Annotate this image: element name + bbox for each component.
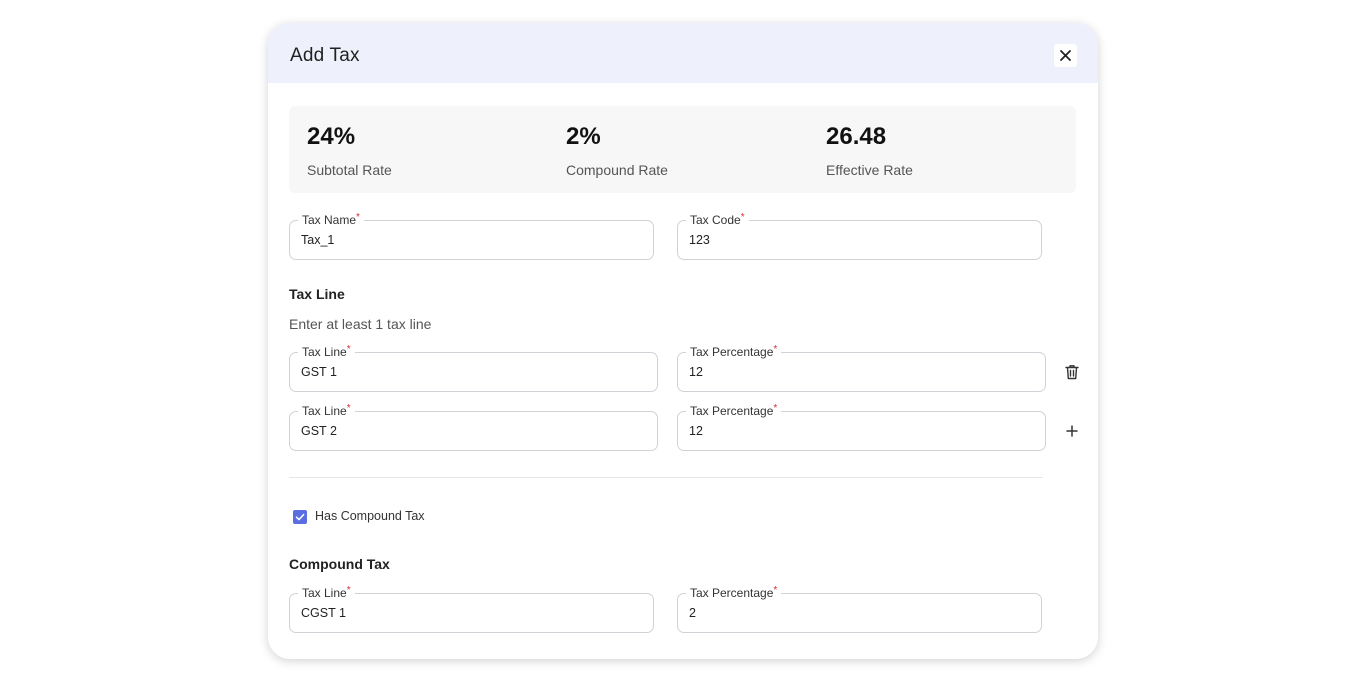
compound-rate-value: 2% [566, 123, 601, 150]
tax-code-field: Tax Code* [677, 212, 1042, 260]
compound-tax-line-label: Tax Line [302, 586, 347, 600]
tax-line-input[interactable] [301, 365, 647, 379]
tax-line-input[interactable] [301, 424, 647, 438]
tax-line-label: Tax Line [302, 345, 347, 359]
required-marker: * [773, 344, 778, 355]
divider [289, 477, 1043, 478]
subtotal-rate-value: 24% [307, 123, 356, 150]
effective-rate-value: 26.48 [826, 123, 887, 150]
add-tax-line-button[interactable] [1062, 421, 1082, 441]
tax-percentage-field: Tax Percentage* [677, 344, 1046, 392]
compound-tax-percentage-field: Tax Percentage* [677, 585, 1042, 633]
required-marker: * [346, 344, 351, 355]
modal-header: Add Tax [268, 23, 1098, 83]
tax-code-input[interactable] [689, 233, 1031, 247]
required-marker: * [773, 585, 778, 596]
checkmark-icon [295, 513, 305, 521]
compound-tax-section-title: Compound Tax [289, 556, 390, 572]
tax-name-input[interactable] [301, 233, 643, 247]
required-marker: * [346, 403, 351, 414]
compound-tax-percentage-label: Tax Percentage [690, 586, 774, 600]
tax-line-label: Tax Line [302, 404, 347, 418]
rate-summary: 24% Subtotal Rate 2% Compound Rate 26.48… [289, 106, 1076, 193]
close-icon [1060, 50, 1071, 61]
tax-line-section-title: Tax Line [289, 286, 345, 302]
close-button[interactable] [1054, 44, 1077, 67]
tax-percentage-input[interactable] [689, 424, 1035, 438]
compound-tax-line-field: Tax Line* [289, 585, 654, 633]
effective-rate-label: Effective Rate [826, 162, 913, 178]
tax-percentage-label: Tax Percentage [690, 345, 774, 359]
add-tax-modal: Add Tax 24% Subtotal Rate 2% Compound Ra… [268, 23, 1098, 659]
delete-tax-line-button[interactable] [1062, 362, 1082, 382]
has-compound-tax-label[interactable]: Has Compound Tax [315, 509, 425, 523]
subtotal-rate-label: Subtotal Rate [307, 162, 392, 178]
tax-percentage-field: Tax Percentage* [677, 403, 1046, 451]
tax-percentage-label: Tax Percentage [690, 404, 774, 418]
compound-rate-label: Compound Rate [566, 162, 668, 178]
tax-line-helper-text: Enter at least 1 tax line [289, 316, 432, 332]
tax-line-field: Tax Line* [289, 403, 658, 451]
required-marker: * [740, 212, 745, 223]
tax-name-label: Tax Name [302, 213, 357, 227]
compound-tax-line-input[interactable] [301, 606, 643, 620]
required-marker: * [773, 403, 778, 414]
tax-name-field: Tax Name* [289, 212, 654, 260]
required-marker: * [356, 212, 360, 223]
tax-code-label: Tax Code [690, 213, 741, 227]
tax-line-field: Tax Line* [289, 344, 658, 392]
trash-icon [1065, 365, 1079, 380]
required-marker: * [346, 585, 351, 596]
tax-percentage-input[interactable] [689, 365, 1035, 379]
compound-tax-percentage-input[interactable] [689, 606, 1031, 620]
plus-icon [1066, 425, 1078, 437]
modal-title: Add Tax [290, 45, 360, 66]
has-compound-tax-checkbox[interactable] [293, 510, 307, 524]
